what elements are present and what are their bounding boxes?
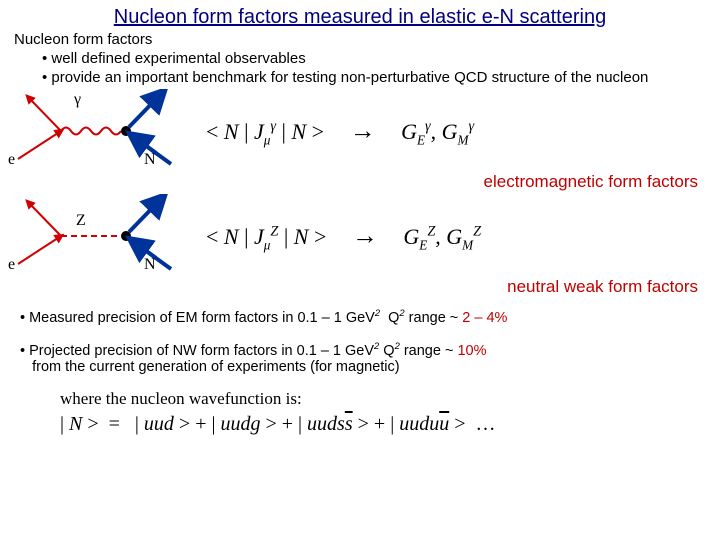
intro-item: provide an important benchmark for testi… [42, 69, 720, 88]
bullet-nw-precision: • Projected precision of NW form factors… [20, 340, 700, 375]
feynman-diagram-nw: e Z N [6, 194, 186, 279]
feynman-diagram-em: e γ N [6, 89, 186, 174]
feynman-svg-em [6, 89, 186, 174]
electron-label: e [8, 151, 15, 169]
nucleon-label: N [144, 151, 156, 169]
electron-label: e [8, 256, 15, 274]
intro-item: well defined experimental observables [42, 50, 720, 69]
arrow-icon: → [350, 116, 376, 145]
nw-formula: < N | JμZ | N > → GEZ, GMZ [206, 221, 720, 253]
boson-label: Z [76, 212, 86, 230]
nw-row: e Z N < N | JμZ | N > → GEZ, GMZ [0, 194, 720, 279]
em-formula: < N | Jμγ | N > → GEγ, GMγ [206, 116, 720, 148]
boson-label: γ [74, 91, 81, 109]
page-title: Nucleon form factors measured in elastic… [0, 0, 720, 31]
wavefunction-expansion: | N > = | uud > + | uudg > + | uudss > +… [60, 413, 720, 436]
wavefunction-intro: where the nucleon wavefunction is: [60, 389, 720, 409]
bullet-em-precision: • Measured precision of EM form factors … [20, 307, 700, 326]
em-form-factor-label: electromagnetic form factors [0, 172, 720, 192]
intro-heading: Nucleon form factors [14, 31, 720, 50]
em-row: e γ N < N | Jμγ | N > → GEγ, GMγ [0, 89, 720, 174]
intro-block: Nucleon form factors well defined experi… [0, 31, 720, 87]
arrow-icon: → [352, 221, 378, 250]
feynman-svg-nw [6, 194, 186, 279]
nucleon-label: N [144, 256, 156, 274]
nw-form-factor-label: neutral weak form factors [0, 277, 720, 297]
wavefunction-block: where the nucleon wavefunction is: | N >… [0, 389, 720, 436]
precision-bullets: • Measured precision of EM form factors … [0, 297, 720, 375]
